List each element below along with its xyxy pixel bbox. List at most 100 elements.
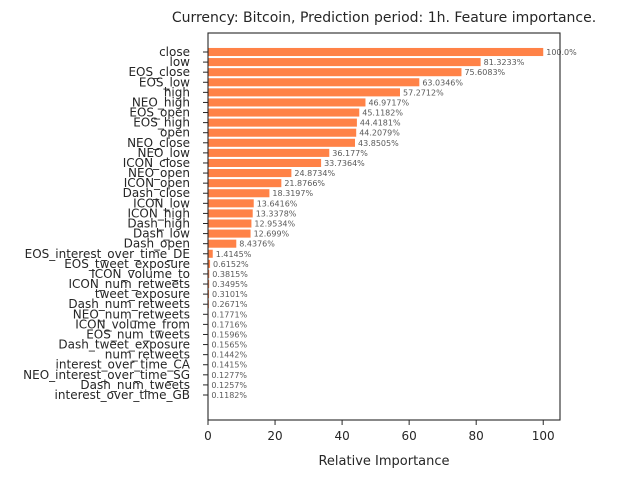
category-label: Dash_low <box>133 227 190 241</box>
category-label: EOS_low <box>139 75 190 89</box>
category-label: EOS_open <box>129 106 190 120</box>
category-label: high <box>164 85 190 99</box>
category-label: NEO_num_retweets <box>73 307 190 321</box>
data-label: 0.1277% <box>211 371 247 380</box>
bar-NEO_high <box>208 98 366 107</box>
category-label: ICON_num_retweets <box>68 277 190 291</box>
bar-EOS_open <box>208 108 360 117</box>
data-label: 44.4181% <box>360 119 401 128</box>
category-label: ICON_high <box>127 206 190 220</box>
bar-EOS_low <box>208 78 420 87</box>
category-label: ICON_volume_from <box>75 317 190 331</box>
x-axis-label: Relative Importance <box>318 454 449 469</box>
category-label: ICON_volume_to <box>91 267 190 281</box>
category-labels: closelowEOS_closeEOS_lowhighNEO_highEOS_… <box>23 45 208 402</box>
data-label: 0.3495% <box>212 280 248 289</box>
bar-Dash_low <box>208 229 251 238</box>
bar-EOS_interest_over_time_DE <box>208 249 213 258</box>
data-label: 12.9534% <box>254 220 295 229</box>
data-label: 0.1771% <box>212 310 248 319</box>
data-label: 0.1257% <box>211 381 247 390</box>
bar-Dash_close <box>208 189 270 198</box>
data-label: 18.3197% <box>272 189 313 198</box>
data-label: 63.0346% <box>422 78 463 87</box>
bar-EOS_tweet_exposure <box>208 259 211 268</box>
bar-ICON_close <box>208 158 322 168</box>
data-label: 0.1182% <box>211 391 247 400</box>
bar-low <box>208 58 481 67</box>
category-label: num_retweets <box>105 348 190 362</box>
data-label: 36.177% <box>332 149 368 158</box>
data-label: 75.6083% <box>464 68 505 77</box>
plot-frame <box>207 32 561 421</box>
category-label: ICON_close <box>123 156 190 170</box>
category-label: EOS_interest_over_time_DE <box>25 247 190 261</box>
data-label: 46.9717% <box>368 98 409 107</box>
chart-title: Currency: Bitcoin, Prediction period: 1h… <box>172 10 596 26</box>
value-labels: 100.0% 81.3233%75.6083%63.0346%57.2712%46… <box>211 48 577 400</box>
category-label: Dash_close <box>123 186 190 200</box>
x-tick-label: 20 <box>267 429 282 443</box>
category-label: Dash_tweet_exposure <box>58 338 190 352</box>
category-label: tweet_exposure <box>95 287 190 301</box>
data-label: 0.3101% <box>212 290 248 299</box>
bar-EOS_high <box>208 118 357 127</box>
bar-ICON_low <box>208 199 254 208</box>
bar-ICON_num_retweets <box>208 279 210 289</box>
category-label: NEO_interest_over_time_SG <box>23 368 190 382</box>
bar-Dash_open <box>208 239 237 248</box>
category-label: open <box>160 126 190 140</box>
x-tick-label: 100 <box>532 429 555 443</box>
category-label: close <box>159 45 190 59</box>
bar-ICON_open <box>208 179 282 188</box>
data-label: 0.1565% <box>212 341 248 350</box>
data-label: 8.4376% <box>239 240 275 249</box>
x-tick-label: 0 <box>204 429 212 443</box>
data-label: 24.8734% <box>294 169 335 178</box>
data-label: 12.699% <box>254 230 290 239</box>
x-axis: 0 20 40 60 80 100 <box>204 420 555 443</box>
category-label: NEO_open <box>128 166 190 180</box>
category-label: NEO_high <box>132 95 190 109</box>
data-label: 1.4145% <box>216 250 252 259</box>
category-label: ICON_open <box>124 176 190 190</box>
category-label: Dash_num_tweets <box>80 378 190 392</box>
category-label: Dash_high <box>127 217 190 231</box>
category-label: low <box>170 55 191 69</box>
category-label: ICON_low <box>133 196 190 210</box>
bar-NEO_close <box>208 138 356 147</box>
data-label: 0.1442% <box>211 351 247 360</box>
data-label: 13.6416% <box>257 199 298 208</box>
category-label: EOS_high <box>133 116 190 130</box>
data-label: 0.2671% <box>212 300 248 309</box>
bar-NEO_low <box>208 148 330 157</box>
bar-high <box>208 88 400 97</box>
x-tick-label: 40 <box>334 429 349 443</box>
category-label: EOS_tweet_exposure <box>64 257 190 271</box>
data-label: 0.1596% <box>212 330 248 339</box>
bar-open <box>208 128 357 137</box>
category-label: NEO_low <box>138 146 191 160</box>
x-tick-label: 80 <box>469 429 484 443</box>
data-label: 0.1415% <box>211 361 247 370</box>
data-label: 44.2079% <box>359 129 400 138</box>
bar-close <box>208 47 544 57</box>
category-label: interest_over_time_CA <box>56 358 191 372</box>
bar-ICON_high <box>208 209 253 218</box>
data-label: 57.2712% <box>403 88 444 97</box>
category-label: interest_over_time_GB <box>55 388 190 402</box>
data-label: 13.3378% <box>256 209 297 218</box>
data-label: 21.8766% <box>284 179 325 188</box>
category-label: EOS_num_tweets <box>86 327 190 341</box>
category-label: NEO_close <box>127 136 190 150</box>
data-label: 81.3233% <box>484 58 525 67</box>
bars-group <box>208 47 544 400</box>
data-label: 43.8505% <box>358 139 399 148</box>
x-tick-label: 60 <box>402 429 417 443</box>
bar-Dash_high <box>208 219 252 228</box>
data-label: 33.7364% <box>324 159 365 168</box>
data-label: 100.0% <box>546 48 577 57</box>
bar-NEO_open <box>208 169 292 178</box>
data-label: 45.1182% <box>362 109 403 118</box>
